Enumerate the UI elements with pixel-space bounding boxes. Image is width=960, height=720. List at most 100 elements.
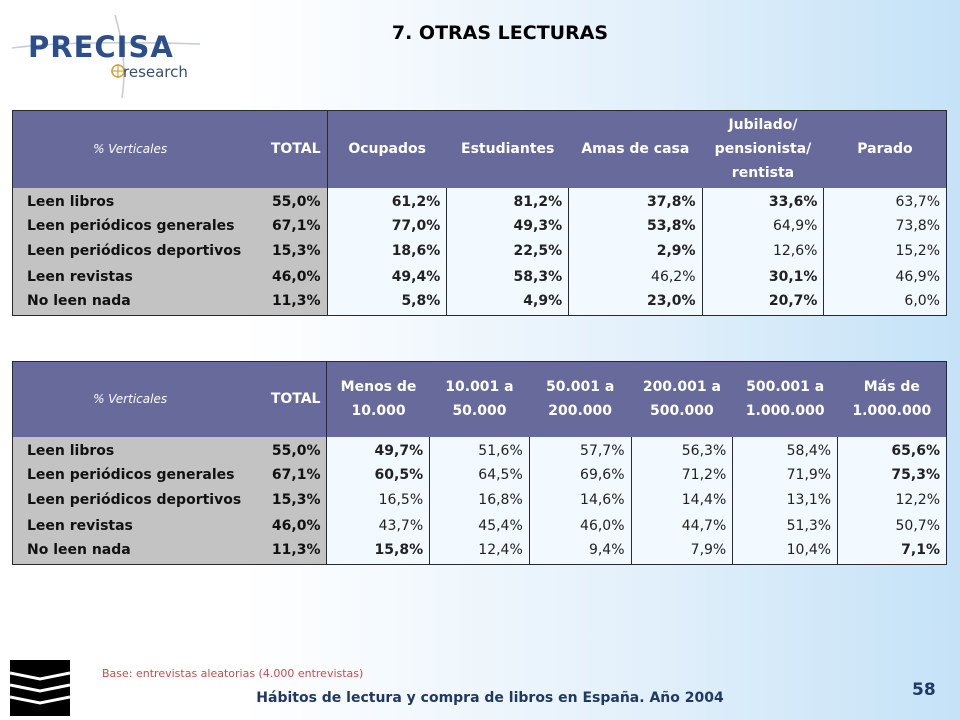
total-cell: 67,1% — [247, 213, 328, 239]
value-cell: 43,7% — [326, 513, 431, 539]
value-cell: 14,6% — [529, 487, 632, 513]
value-cell: 51,3% — [732, 513, 839, 539]
column-header: 200.001 a 500.000 — [631, 361, 733, 437]
table-row: Leen revistas 46,0% 43,7% 45,4% 46,0% 44,7% 51… — [12, 513, 947, 539]
table-row: Leen libros 55,0% 61,2% 81,2% 37,8% 33,6% 63,7… — [12, 187, 947, 213]
value-cell: 20,7% — [702, 289, 825, 315]
logo-wordmark: PRECISA — [28, 30, 174, 64]
page-title: 7. OTRAS LECTURAS — [391, 22, 609, 44]
value-cell: 5,8% — [327, 289, 448, 315]
total-cell: 11,3% — [247, 538, 328, 564]
column-header: Amas de casa — [568, 110, 703, 188]
value-cell: 7,1% — [901, 541, 940, 558]
value-cell: 60,5% — [326, 462, 431, 488]
page-number: 58 — [912, 680, 936, 700]
occupation-table: % Verticales TOTAL Ocupados Estudiantes Amas… — [12, 110, 947, 316]
column-header: Jubilado/ pensionista/ rentista — [702, 110, 824, 188]
table-row: Leen revistas 46,0% 49,4% 58,3% 46,2% 30,1% 46… — [12, 264, 947, 290]
total-cell: 46,0% — [247, 513, 328, 539]
value-cell: 49,7% — [326, 436, 431, 462]
value-cell: 58,3% — [446, 264, 570, 290]
table-row: Leen periódicos generales 67,1% 77,0% 49,3%… — [12, 213, 947, 239]
value-cell: 6,0% — [904, 292, 940, 309]
column-header: 10.001 a 50.000 — [429, 361, 530, 437]
value-cell: 71,9% — [732, 462, 839, 488]
value-cell: 49,4% — [327, 264, 448, 290]
value-cell: 58,4% — [732, 436, 839, 462]
column-header: 50.001 a 200.000 — [529, 361, 632, 437]
base-footnote: Base: entrevistas aleatorias (4.000 entr… — [102, 667, 364, 680]
column-header: Menos de 10.000 — [326, 361, 430, 437]
value-cell: 63,7% — [895, 193, 940, 210]
total-cell: 46,0% — [247, 264, 328, 290]
row-label: No leen nada — [12, 289, 248, 315]
column-header: % Verticales — [12, 361, 248, 437]
value-cell: 64,9% — [702, 213, 825, 239]
row-label: No leen nada — [12, 538, 248, 564]
value-cell: 30,1% — [702, 264, 825, 290]
value-cell: 15,2% — [895, 243, 940, 260]
total-cell: 55,0% — [247, 436, 328, 462]
value-cell: 73,8% — [895, 217, 940, 234]
value-cell: 12,2% — [895, 492, 940, 509]
table-row: Leen periódicos deportivos 15,3% 16,5% 16,8… — [12, 487, 947, 513]
value-cell: 65,6% — [891, 442, 940, 459]
value-cell: 46,9% — [895, 268, 940, 285]
total-cell: 15,3% — [247, 238, 328, 264]
table-row: No leen nada 11,3% 5,8% 4,9% 23,0% 20,7% 6,0% — [12, 289, 947, 315]
value-cell: 12,4% — [429, 538, 530, 564]
precisa-logo: PRECISA research — [10, 10, 210, 100]
column-header: Estudiantes — [446, 110, 569, 188]
total-cell: 55,0% — [247, 187, 328, 213]
precisa-logo-icon — [11, 14, 201, 99]
row-label: Leen libros — [12, 187, 248, 213]
row-label: Leen libros — [12, 436, 248, 462]
row-label: Leen periódicos generales — [12, 213, 248, 239]
row-label: Leen revistas — [12, 513, 248, 539]
value-cell: 33,6% — [702, 187, 825, 213]
value-cell: 46,0% — [529, 513, 632, 539]
total-cell: 67,1% — [247, 462, 328, 488]
value-cell: 16,8% — [429, 487, 530, 513]
value-cell: 51,6% — [429, 436, 530, 462]
value-cell: 2,9% — [568, 238, 703, 264]
value-cell: 53,8% — [568, 213, 703, 239]
value-cell: 50,7% — [895, 517, 940, 534]
logo-subtitle: research — [123, 63, 188, 81]
table-row: Leen libros 55,0% 49,7% 51,6% 57,7% 56,3% 58,4… — [12, 436, 947, 462]
value-cell: 13,1% — [732, 487, 839, 513]
row-label: Leen periódicos deportivos — [12, 238, 248, 264]
value-cell: 49,3% — [446, 213, 570, 239]
value-cell: 12,6% — [702, 238, 825, 264]
value-cell: 56,3% — [631, 436, 734, 462]
value-cell: 14,4% — [631, 487, 734, 513]
total-cell: 15,3% — [247, 487, 328, 513]
value-cell: 46,2% — [568, 264, 703, 290]
value-cell: 23,0% — [568, 289, 703, 315]
total-cell: 11,3% — [247, 289, 328, 315]
column-header: TOTAL — [247, 361, 328, 437]
value-cell: 75,3% — [891, 466, 940, 483]
value-cell: 69,6% — [529, 462, 632, 488]
population-table: % Verticales TOTAL Menos de 10.000 10.001 a… — [12, 361, 947, 565]
column-header: 500.001 a 1.000.000 — [732, 361, 838, 437]
table-row: Leen periódicos deportivos 15,3% 18,6% 22,5… — [12, 238, 947, 264]
value-cell: 22,5% — [446, 238, 570, 264]
column-header: Más de 1.000.000 — [837, 361, 947, 437]
value-cell: 77,0% — [327, 213, 448, 239]
value-cell: 16,5% — [326, 487, 431, 513]
value-cell: 9,4% — [529, 538, 632, 564]
value-cell: 18,6% — [327, 238, 448, 264]
column-header: TOTAL — [247, 110, 328, 188]
row-label: Leen periódicos deportivos — [12, 487, 248, 513]
table-row: Leen periódicos generales 67,1% 60,5% 64,5%… — [12, 462, 947, 488]
value-cell: 57,7% — [529, 436, 632, 462]
value-cell: 61,2% — [327, 187, 448, 213]
value-cell: 44,7% — [631, 513, 734, 539]
value-cell: 37,8% — [568, 187, 703, 213]
column-header: % Verticales — [12, 110, 248, 188]
value-cell: 10,4% — [732, 538, 839, 564]
column-header: Parado — [823, 110, 947, 188]
value-cell: 71,2% — [631, 462, 734, 488]
value-cell: 81,2% — [446, 187, 570, 213]
